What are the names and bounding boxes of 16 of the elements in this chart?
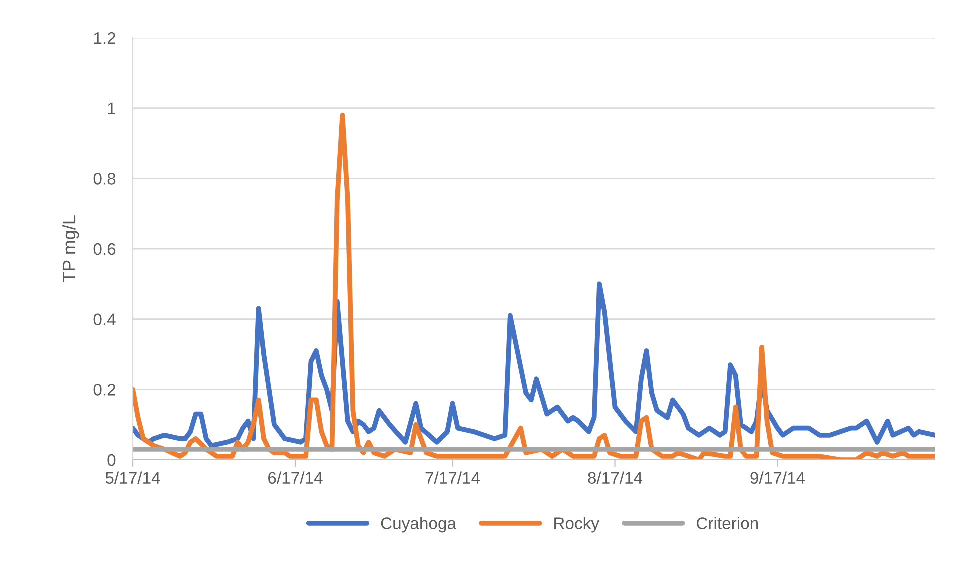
x-tick-label: 6/17/14: [268, 472, 323, 484]
legend-label: Criterion: [697, 517, 758, 530]
y-tick-label: 0.4: [94, 314, 116, 326]
y-tick-label: 1: [108, 102, 116, 114]
y-tick-label: 1.2: [94, 32, 116, 44]
x-tick-label: 9/17/14: [750, 472, 806, 484]
legend-label: Rocky: [554, 517, 600, 533]
y-tick-label: 0.2: [94, 384, 116, 396]
y-tick-label: 0: [108, 454, 116, 466]
legend-label: Cuyahoga: [381, 517, 457, 533]
y-tick-label: 0.6: [94, 243, 116, 256]
x-tick-label: 5/17/14: [106, 472, 160, 484]
x-tick-label: 8/17/14: [588, 472, 643, 484]
y-axis-title: TP mg/L: [62, 216, 80, 283]
x-tick-label: 7/17/14: [426, 472, 480, 484]
y-tick-label: 0.8: [94, 173, 116, 185]
